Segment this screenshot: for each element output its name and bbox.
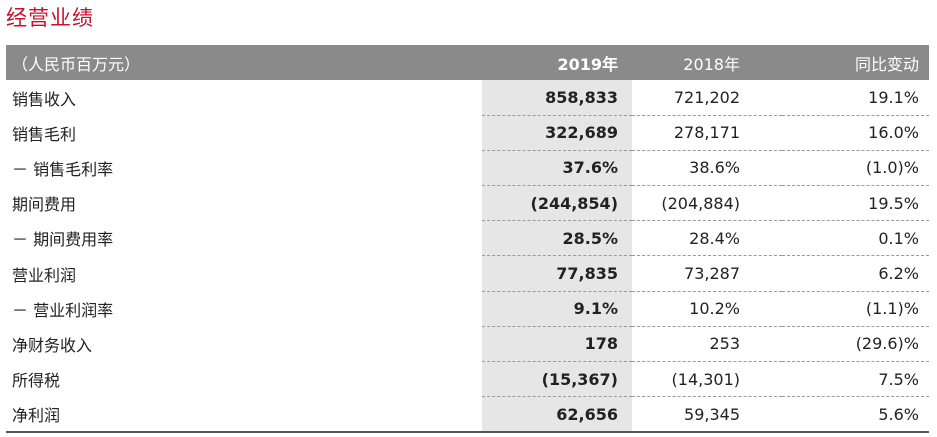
table-row: － 期间费用率 28.5% 28.4% 0.1% [6,220,929,257]
header-yoy-change: 同比变动 [854,54,919,74]
cell-2019: 77,835 [482,255,632,292]
table-row: 销售毛利 322,689 278,171 16.0% [6,115,929,151]
table-row: 净财务收入 178 253 (29.6)% [6,326,929,363]
cell-yoy: (1.0)% [782,150,929,187]
cell-2019: 322,689 [482,115,632,151]
cell-2018: 59,345 [632,396,782,433]
row-label: 营业利润 [12,265,77,285]
row-label: － 销售毛利率 [12,159,114,179]
cell-yoy: 19.5% [782,185,929,222]
cell-yoy: 19.1% [782,80,929,116]
table-header-row: （人民币百万元） 2019年 2018年 同比变动 [6,45,929,80]
table-row: 所得税 (15,367) (14,301) 7.5% [6,361,929,398]
header-unit-label: （人民币百万元） [12,54,141,74]
cell-yoy: 6.2% [782,255,929,292]
cell-yoy: 7.5% [782,361,929,398]
table-row: 净利润 62,656 59,345 5.6% [6,396,929,433]
cell-2018: (204,884) [632,185,782,222]
cell-2018: 10.2% [632,291,782,327]
table-row: 营业利润 77,835 73,287 6.2% [6,255,929,292]
cell-2019: (244,854) [482,185,632,222]
cell-yoy: 16.0% [782,115,929,151]
header-2019: 2019年 [557,54,618,74]
cell-2018: 38.6% [632,150,782,187]
results-table: （人民币百万元） 2019年 2018年 同比变动 销售收入 858,833 7… [6,45,929,433]
cell-2018: 253 [632,326,782,363]
header-2018: 2018年 [683,54,740,74]
row-label: 净利润 [6,396,482,433]
table-row: － 销售毛利率 37.6% 38.6% (1.0)% [6,150,929,187]
cell-yoy: (1.1)% [782,291,929,327]
cell-2019: 62,656 [482,396,632,433]
table-body: 销售收入 858,833 721,202 19.1% 销售毛利 322,689 … [6,80,929,433]
cell-2019: 178 [482,326,632,363]
cell-2018: 278,171 [632,115,782,151]
row-label: 所得税 [12,371,61,391]
cell-2019: (15,367) [482,361,632,398]
cell-2019: 28.5% [482,220,632,257]
page-title: 经营业绩 [6,6,94,30]
row-label: 净财务收入 [12,335,93,355]
table-row: 期间费用 (244,854) (204,884) 19.5% [6,185,929,222]
cell-yoy: 0.1% [782,220,929,257]
row-label: － 期间费用率 [12,230,114,250]
cell-yoy: (29.6)% [782,326,929,363]
table-row: 销售收入 858,833 721,202 19.1% [6,80,929,116]
row-label: 销售毛利 [12,124,77,144]
row-label: 期间费用 [12,195,77,215]
row-label: － 营业利润率 [12,300,114,320]
cell-2018: 73,287 [632,255,782,292]
cell-2019: 858,833 [482,80,632,116]
cell-2019: 9.1% [482,291,632,327]
cell-2019: 37.6% [482,150,632,187]
cell-2018: 28.4% [632,220,782,257]
cell-2018: (14,301) [632,361,782,398]
cell-2018: 721,202 [632,80,782,116]
row-label: 销售收入 [12,89,77,109]
cell-yoy: 5.6% [782,396,929,433]
table-row: － 营业利润率 9.1% 10.2% (1.1)% [6,291,929,327]
